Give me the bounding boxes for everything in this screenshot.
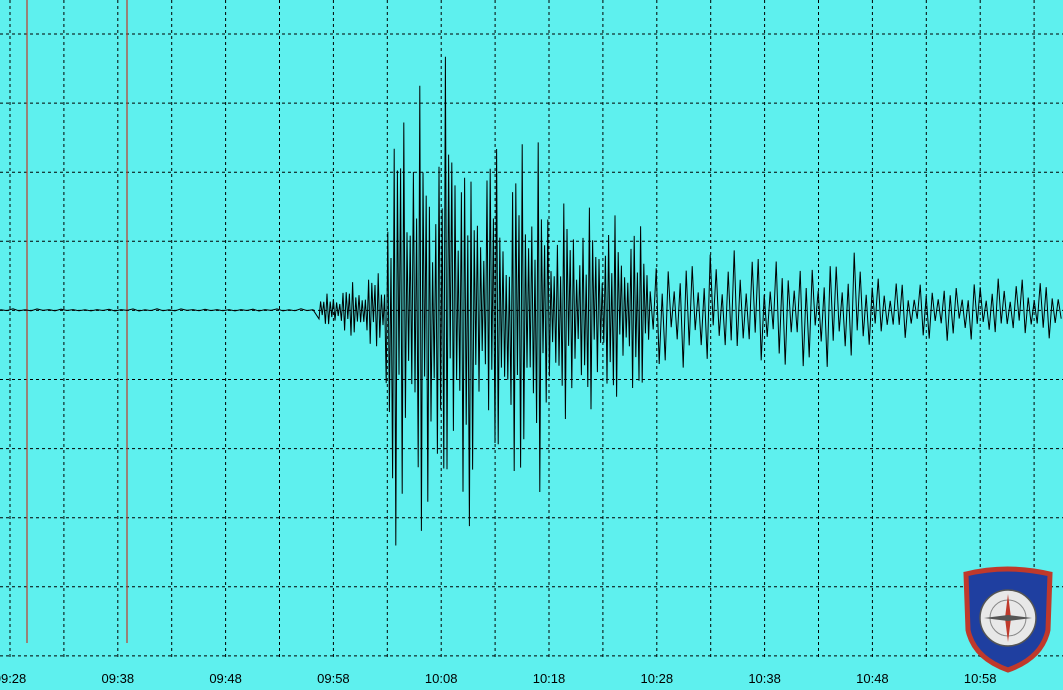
time-label: 10:48	[856, 671, 889, 686]
time-label: 09:58	[317, 671, 350, 686]
time-label: 10:18	[533, 671, 566, 686]
time-label: 10:58	[964, 671, 997, 686]
time-label: 09:48	[209, 671, 242, 686]
grid	[0, 0, 1063, 660]
time-axis: 09:28 09:38 09:48 09:58 10:08 10:18 10:28 10:38…	[0, 671, 996, 686]
time-label: 10:28	[641, 671, 674, 686]
time-label: 09:28	[0, 671, 26, 686]
logo	[963, 566, 1053, 673]
time-label: 10:08	[425, 671, 458, 686]
waveform	[0, 56, 1062, 546]
time-label: 10:38	[748, 671, 781, 686]
time-label: 09:38	[102, 671, 135, 686]
